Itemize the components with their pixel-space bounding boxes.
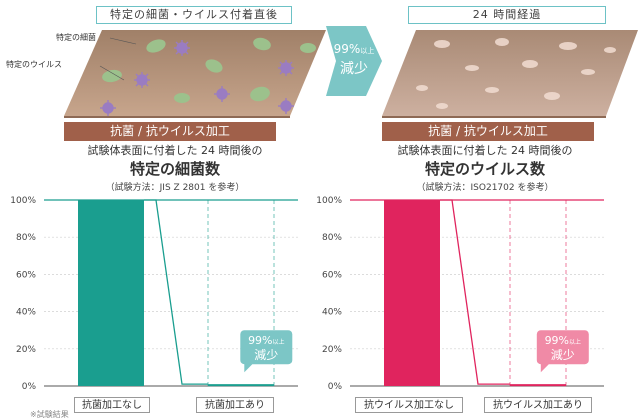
y-tick-label: 100% (10, 196, 36, 206)
bubble-word: 減少 (254, 347, 278, 362)
right-test-method: （試験方法：ISO21702 を参考） (416, 183, 554, 193)
virus-callout: 特定のウイルス (6, 60, 62, 69)
y-tick-label: 20% (16, 345, 36, 355)
right-bar-chart: 100% 80% 60% 40% 20% 0% 99%以上 減少 (306, 192, 606, 394)
bar-treated (208, 384, 274, 387)
left-treatment-tag: 抗菌 / 抗ウイルス加工 (64, 122, 276, 141)
y-tick-label: 100% (316, 196, 342, 206)
y-tick-label: 0% (22, 382, 37, 392)
y-tick-label: 0% (328, 382, 343, 392)
before-state-label: 特定の細菌・ウイルス付着直後 (96, 6, 292, 24)
arrow-percent: 99%以上 (333, 42, 375, 56)
bacteria-callout: 特定の細菌 (56, 33, 96, 42)
right-chart-subtitle: 試験体表面に付着した 24 時間後の (397, 144, 573, 157)
reduction-connector (144, 199, 208, 385)
left-chart-title: 特定の細菌数 (129, 160, 220, 178)
arrow-word: 減少 (340, 61, 368, 77)
right-treatment-tag: 抗菌 / 抗ウイルス加工 (382, 122, 594, 141)
right-chart-title: 特定のウイルス数 (424, 160, 545, 178)
y-tick-label: 80% (322, 233, 342, 243)
bacteria-group (102, 37, 316, 103)
footnote: ※試験結果 (30, 410, 69, 418)
virus-group (100, 40, 294, 116)
bar-treated (510, 384, 566, 387)
reduction-connector (440, 199, 510, 385)
right-category-untreated: 抗ウイルス加工なし (355, 397, 463, 413)
left-test-method: （試験方法：JIS Z 2801 を参考） (105, 183, 245, 193)
after-state-label: 24 時間経過 (408, 6, 606, 24)
y-tick-label: 60% (16, 270, 36, 280)
y-tick-label: 20% (322, 345, 342, 355)
y-tick-label: 80% (16, 233, 36, 243)
reduction-bubble (240, 330, 293, 373)
surface-after-illustration (382, 30, 638, 118)
y-tick-label: 60% (322, 270, 342, 280)
y-tick-label: 40% (16, 308, 36, 318)
reduction-arrow: 99%以上 減少 (326, 26, 382, 96)
bar-untreated (384, 200, 440, 386)
surface-before-illustration (64, 30, 326, 118)
faded-particles (416, 38, 616, 109)
left-category-untreated: 抗菌加工なし (74, 397, 150, 413)
left-bar-chart: 100% 80% 60% 40% 20% 0% 99%以上 減少 (0, 192, 300, 394)
bubble-word: 減少 (551, 347, 575, 362)
reduction-bubble (536, 330, 589, 373)
y-tick-label: 40% (322, 308, 342, 318)
right-category-treated: 抗ウイルス加工あり (484, 397, 592, 413)
bar-untreated (78, 200, 144, 386)
left-category-treated: 抗菌加工あり (196, 397, 274, 413)
left-chart-subtitle: 試験体表面に付着した 24 時間後の (87, 144, 263, 157)
